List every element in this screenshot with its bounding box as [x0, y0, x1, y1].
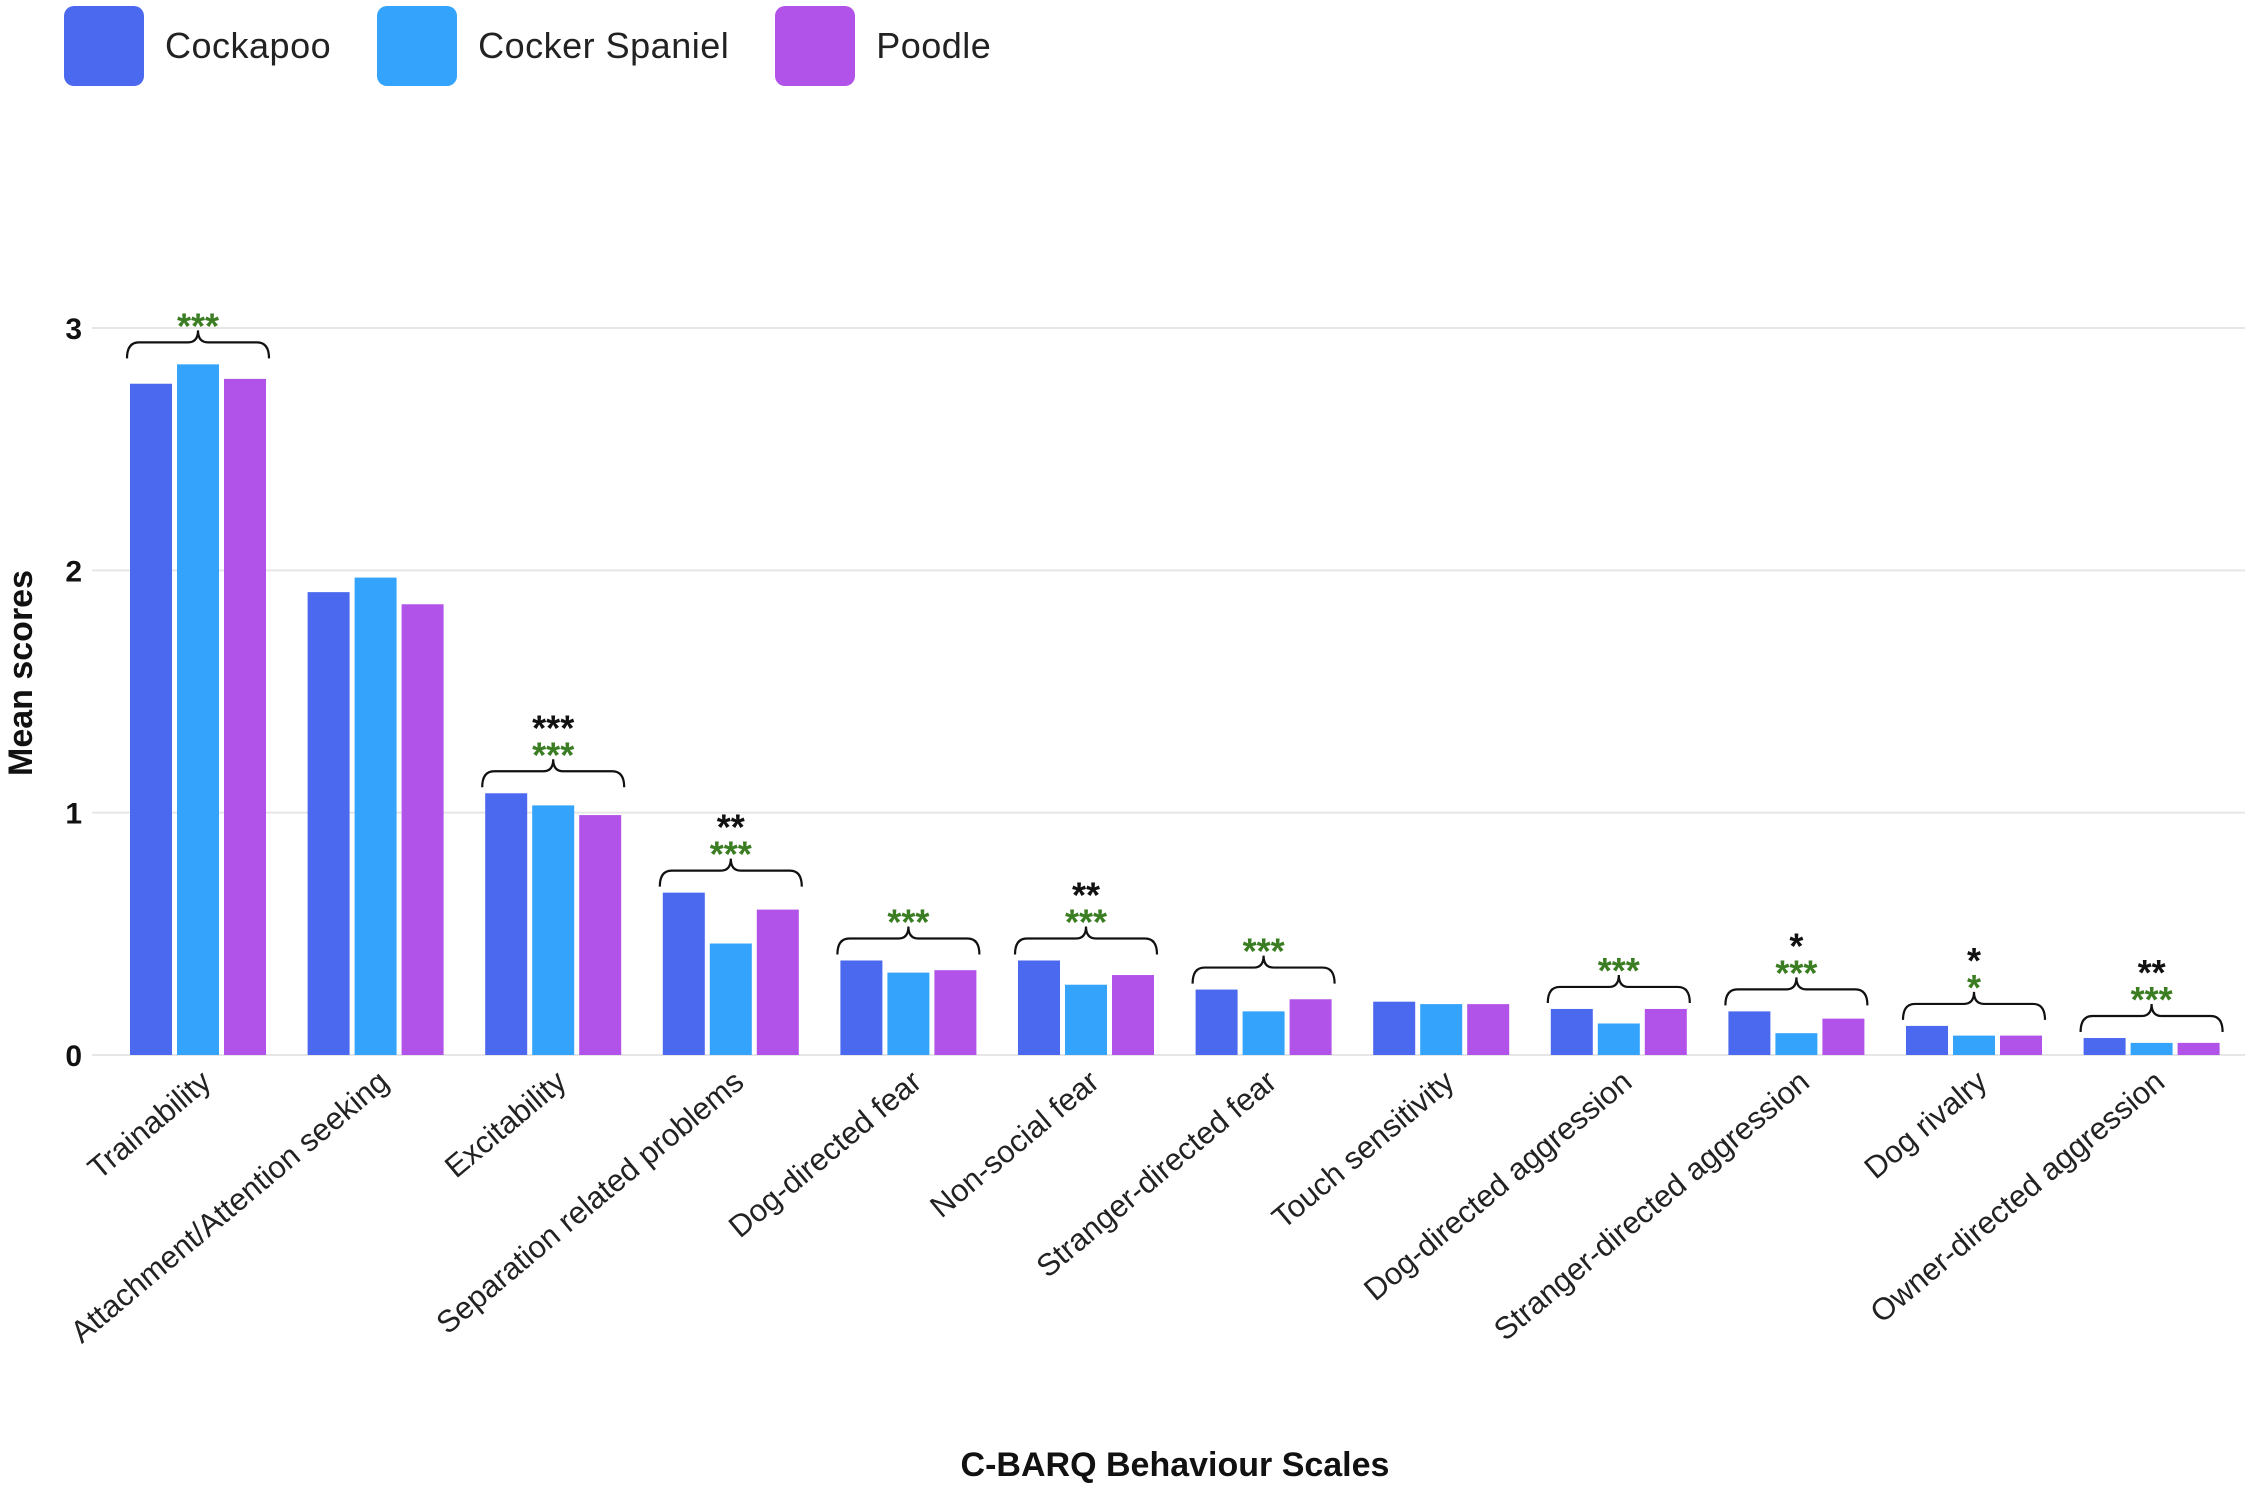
bar-poodle-owner-directed-aggression[interactable] — [2177, 1042, 2220, 1055]
legend-label-cocker-spaniel: Cocker Spaniel — [478, 25, 730, 66]
significance-black-owner-directed-aggression: ** — [2138, 952, 2166, 993]
significance-black-non-social-fear: ** — [1072, 874, 1100, 915]
x-tick-label-dog-rivalry: Dog rivalry — [1858, 1063, 1994, 1185]
grid-layer: 0 1 2 3 — [65, 313, 2245, 1073]
legend-swatch-cockapoo — [64, 6, 144, 86]
bar-poodle-stranger-directed-fear[interactable] — [1289, 999, 1332, 1055]
x-tick-label-attachment-attention-seeking: Attachment/Attention seeking — [64, 1064, 395, 1350]
significance-green-separation-related-problems: *** — [710, 834, 752, 875]
bar-cockapoo-stranger-directed-aggression[interactable] — [1728, 1011, 1771, 1055]
significance-green-trainability: *** — [177, 305, 219, 346]
x-tick-label-stranger-directed-aggression: Stranger-directed aggression — [1487, 1064, 1816, 1348]
significance-green-dog-directed-aggression: *** — [1598, 950, 1640, 991]
bar-layer — [130, 364, 2220, 1056]
y-tick-label-1: 1 — [65, 798, 82, 831]
bar-cocker-spaniel-stranger-directed-fear[interactable] — [1242, 1011, 1285, 1055]
bar-cocker-spaniel-owner-directed-aggression[interactable] — [2130, 1042, 2173, 1055]
significance-bracket-stranger-directed-aggression — [1724, 977, 1869, 1006]
bar-cockapoo-touch-sensitivity[interactable] — [1373, 1001, 1416, 1055]
bar-cocker-spaniel-separation-related-problems[interactable] — [709, 943, 752, 1055]
x-tick-label-dog-directed-fear: Dog-directed fear — [722, 1064, 928, 1245]
bar-cocker-spaniel-dog-directed-aggression[interactable] — [1597, 1023, 1640, 1055]
x-tick-label-trainability: Trainability — [81, 1063, 218, 1186]
bar-poodle-touch-sensitivity[interactable] — [1467, 1004, 1510, 1055]
bar-cocker-spaniel-dog-rivalry[interactable] — [1953, 1035, 1995, 1055]
bar-cockapoo-non-social-fear[interactable] — [1018, 960, 1060, 1055]
y-tick-label-2: 2 — [65, 555, 82, 588]
significance-black-dog-rivalry: * — [1967, 940, 1981, 981]
bar-cocker-spaniel-dog-directed-fear[interactable] — [887, 972, 930, 1055]
significance-green-owner-directed-aggression: *** — [2131, 979, 2173, 1020]
bar-cocker-spaniel-stranger-directed-aggression[interactable] — [1775, 1033, 1818, 1055]
bar-poodle-dog-directed-aggression[interactable] — [1644, 1008, 1687, 1055]
bar-cockapoo-dog-directed-fear[interactable] — [840, 960, 883, 1055]
significance-bracket-owner-directed-aggression — [2079, 1004, 2224, 1033]
legend-swatch-cocker-spaniel — [377, 6, 458, 86]
bar-cocker-spaniel-attachment-attention-seeking[interactable] — [354, 577, 397, 1055]
bar-cocker-spaniel-trainability[interactable] — [177, 364, 219, 1056]
bar-poodle-attachment-attention-seeking[interactable] — [401, 604, 444, 1055]
bar-cocker-spaniel-non-social-fear[interactable] — [1065, 984, 1107, 1055]
significance-green-excitability: *** — [532, 734, 574, 775]
significance-green-stranger-directed-aggression: *** — [1775, 952, 1817, 993]
bar-cockapoo-owner-directed-aggression[interactable] — [2083, 1038, 2126, 1055]
x-tick-label-owner-directed-aggression: Owner-directed aggression — [1863, 1064, 2171, 1330]
bar-cocker-spaniel-excitability[interactable] — [532, 805, 575, 1055]
significance-green-dog-rivalry: * — [1967, 967, 1981, 1008]
bar-poodle-separation-related-problems[interactable] — [756, 909, 799, 1055]
significance-black-excitability: *** — [532, 707, 574, 748]
bar-cocker-spaniel-touch-sensitivity[interactable] — [1420, 1004, 1463, 1055]
significance-black-stranger-directed-aggression: * — [1789, 925, 1803, 966]
legend-label-cockapoo: Cockapoo — [165, 25, 332, 66]
significance-bracket-excitability — [481, 759, 626, 788]
bar-poodle-excitability[interactable] — [579, 815, 622, 1055]
significance-layer: ***************** ******** *** *********** — [125, 305, 2224, 1033]
legend-item-poodle[interactable]: Poodle — [775, 6, 991, 86]
y-tick-label-3: 3 — [65, 313, 82, 346]
significance-bracket-dog-directed-fear — [836, 926, 981, 955]
significance-bracket-stranger-directed-fear — [1191, 955, 1336, 984]
bar-cockapoo-stranger-directed-fear[interactable] — [1195, 989, 1238, 1055]
bar-poodle-dog-rivalry[interactable] — [2000, 1035, 2042, 1055]
bar-cockapoo-attachment-attention-seeking[interactable] — [307, 592, 350, 1055]
x-tick-label-touch-sensitivity: Touch sensitivity — [1265, 1063, 1461, 1235]
x-tick-label-separation-related-problems: Separation related problems — [429, 1064, 750, 1341]
y-tick-label-0: 0 — [65, 1040, 82, 1073]
x-tick-label-excitability: Excitability — [438, 1063, 573, 1184]
significance-bracket-non-social-fear — [1013, 926, 1159, 955]
significance-bracket-trainability — [125, 330, 271, 359]
significance-bracket-separation-related-problems — [658, 858, 803, 887]
y-axis-title: Mean scores — [2, 570, 40, 776]
bar-cockapoo-dog-rivalry[interactable] — [1906, 1025, 1948, 1055]
legend-label-poodle: Poodle — [876, 25, 992, 66]
significance-green-dog-directed-fear: *** — [887, 901, 929, 942]
x-tick-label-non-social-fear: Non-social fear — [923, 1064, 1105, 1225]
bar-poodle-stranger-directed-aggression[interactable] — [1822, 1018, 1865, 1055]
legend-item-cocker-spaniel[interactable]: Cocker Spaniel — [377, 6, 729, 86]
bar-poodle-dog-directed-fear[interactable] — [934, 970, 977, 1055]
bar-cockapoo-excitability[interactable] — [485, 793, 528, 1055]
significance-green-stranger-directed-fear: *** — [1243, 931, 1285, 972]
significance-bracket-dog-rivalry — [1901, 991, 2047, 1020]
x-axis-title: C-BARQ Behaviour Scales — [961, 1446, 1390, 1484]
significance-black-separation-related-problems: ** — [717, 807, 745, 848]
legend-item-cockapoo[interactable]: Cockapoo — [64, 6, 331, 86]
bar-cockapoo-separation-related-problems[interactable] — [662, 892, 705, 1055]
bar-cockapoo-trainability[interactable] — [130, 383, 172, 1055]
significance-bracket-dog-directed-aggression — [1546, 974, 1691, 1003]
legend: Cockapoo Cocker Spaniel Poodle — [64, 6, 1037, 86]
bar-cockapoo-dog-directed-aggression[interactable] — [1550, 1008, 1593, 1055]
legend-swatch-poodle — [775, 6, 856, 86]
bar-poodle-non-social-fear[interactable] — [1112, 975, 1154, 1055]
significance-green-non-social-fear: *** — [1065, 901, 1107, 942]
bar-poodle-trainability[interactable] — [224, 378, 266, 1055]
